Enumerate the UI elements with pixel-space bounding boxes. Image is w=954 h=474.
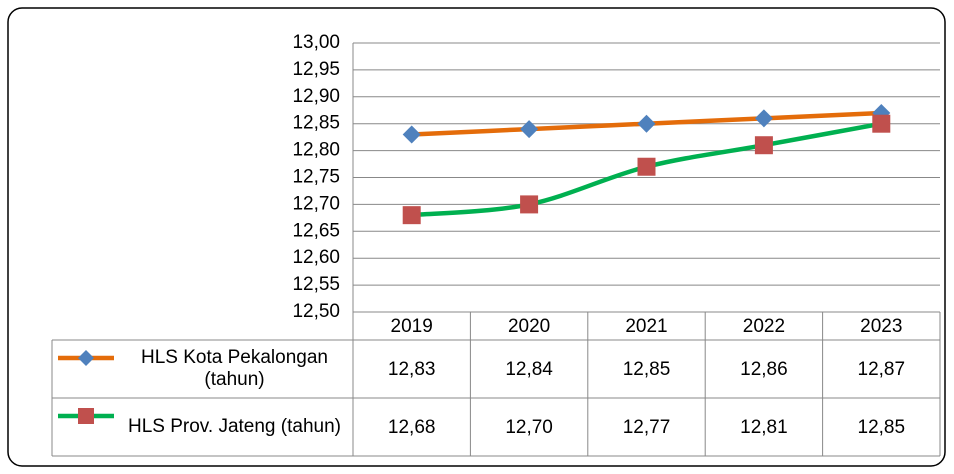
marker bbox=[872, 114, 891, 133]
legend-label: HLS Prov. Jateng (tahun) bbox=[128, 416, 341, 437]
marker bbox=[520, 195, 539, 214]
table-value: 12,86 bbox=[740, 359, 788, 380]
y-tick-label: 12,90 bbox=[292, 86, 340, 107]
marker bbox=[637, 157, 656, 176]
y-tick-label: 12,55 bbox=[292, 274, 340, 295]
y-tick-label: 12,85 bbox=[292, 113, 340, 134]
y-tick-label: 12,50 bbox=[292, 301, 340, 322]
y-tick-label: 12,80 bbox=[292, 140, 340, 161]
marker bbox=[402, 125, 421, 144]
legend-marker bbox=[78, 350, 94, 366]
table-value: 12,81 bbox=[740, 417, 788, 438]
x-tick-label: 2020 bbox=[508, 316, 550, 337]
y-tick-label: 12,65 bbox=[292, 220, 340, 241]
table-value: 12,83 bbox=[388, 359, 436, 380]
marker bbox=[402, 206, 421, 225]
y-tick-label: 12,95 bbox=[292, 59, 340, 80]
marker bbox=[637, 114, 656, 133]
table-value: 12,70 bbox=[505, 417, 553, 438]
y-tick-label: 12,75 bbox=[292, 167, 340, 188]
table-value: 12,77 bbox=[623, 417, 671, 438]
marker bbox=[754, 136, 773, 155]
y-tick-label: 13,00 bbox=[292, 32, 340, 53]
table-value: 12,84 bbox=[505, 359, 553, 380]
x-tick-label: 2019 bbox=[391, 316, 433, 337]
x-tick-label: 2023 bbox=[860, 316, 902, 337]
y-tick-label: 12,70 bbox=[292, 193, 340, 214]
table-value: 12,87 bbox=[858, 359, 906, 380]
legend-marker bbox=[78, 408, 94, 424]
table-value: 12,68 bbox=[388, 417, 436, 438]
x-tick-label: 2022 bbox=[743, 316, 785, 337]
marker bbox=[754, 109, 773, 128]
y-tick-label: 12,60 bbox=[292, 247, 340, 268]
legend-label: HLS Kota Pekalongan (tahun) bbox=[141, 347, 328, 390]
table-value: 12,85 bbox=[623, 359, 671, 380]
marker bbox=[520, 120, 539, 139]
table-value: 12,85 bbox=[858, 417, 906, 438]
x-tick-label: 2021 bbox=[625, 316, 667, 337]
